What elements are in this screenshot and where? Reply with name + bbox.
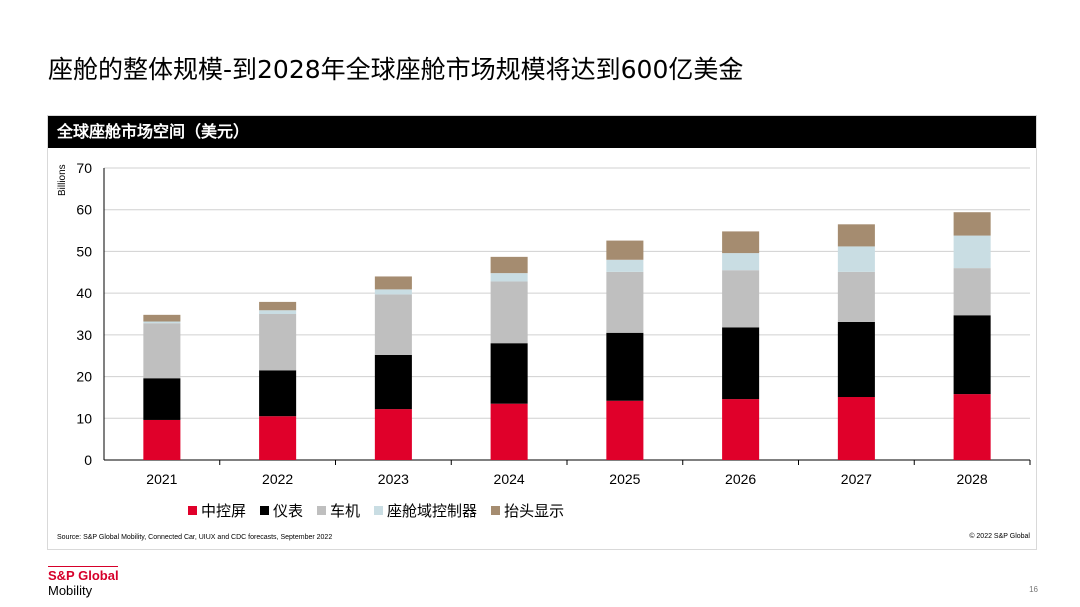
bar-segment [374,289,412,295]
gridlines [104,167,1030,461]
bar-segment [837,397,875,460]
legend-item: 中控屏 [188,500,246,521]
bar-segment [490,273,528,282]
bar-segment [490,256,528,274]
y-axis-title: Billions [57,164,68,196]
bar-segment [143,419,181,460]
bar-segment [837,321,875,398]
bar-segment [837,246,875,272]
legend-swatch [317,506,327,515]
legend-label: 抬头显示 [504,502,565,520]
y-tick-label: 10 [76,410,92,426]
bar-segment [259,310,297,314]
x-tick-label: 2022 [262,471,293,487]
bar-segment [374,276,412,290]
logo-rule [48,566,118,567]
bar-segment [953,235,991,269]
stacked-bar-chart: 0 10 20 30 40 50 60 70 Billions 2021 2022 2023 2024 2… [57,160,1031,487]
slide-title: 座舱的整体规模-到2028年全球座舱市场规模将达到600亿美金 [48,55,744,84]
bar-segment [490,281,528,344]
logo-text-division: Mobility [48,583,93,598]
bar-segment [374,294,412,355]
legend-label: 座舱域控制器 [387,502,478,520]
panel-title: 全球座舱市场空间（美元） [48,116,1036,148]
bar-segment [722,270,760,328]
bar-segment [143,321,181,324]
bar-segment [722,231,760,254]
bar-segment [722,327,760,400]
x-tick-label: 2024 [494,471,525,487]
bar-segment [722,253,760,271]
x-tick-label: 2026 [725,471,756,487]
axes: 0 10 20 30 40 50 60 70 Billions 2021 2022 2023 2024 2… [57,160,1031,487]
y-tick-label: 40 [76,285,92,301]
x-tick-label: 2021 [146,471,177,487]
y-tick-label: 30 [76,327,92,343]
bar-segment [490,343,528,404]
legend-swatch [491,506,501,515]
bar-segment [837,224,875,247]
bar-segment [837,271,875,322]
x-tick-label: 2027 [841,471,872,487]
legend-item: 抬头显示 [491,500,564,521]
bar-segment [953,315,991,395]
bar-segment [143,314,181,322]
y-tick-label: 70 [76,160,92,176]
legend-item: 座舱域控制器 [374,500,477,521]
bar-segment [606,240,644,260]
bar-segment [606,332,644,401]
legend-item: 车机 [317,500,360,521]
legend-item: 仪表 [260,500,303,521]
x-tick-label: 2025 [609,471,640,487]
copyright-note: © 2022 S&P Global [969,533,1030,540]
bar-segment [259,370,297,417]
bar-segment [953,268,991,316]
bar-segment [143,378,181,420]
x-tick-label: 2028 [957,471,988,487]
bars [143,212,991,460]
x-tick-label: 2023 [378,471,409,487]
bar-segment [606,259,644,272]
bar-segment [606,271,644,333]
bar-segment [953,212,991,236]
legend-swatch [188,506,197,515]
bar-segment [490,403,528,460]
bar-segment [606,400,644,460]
bar-segment [259,416,297,460]
page-number: 16 [1029,585,1038,594]
bar-segment [143,323,181,379]
y-tick-label: 50 [76,243,92,259]
legend-label: 仪表 [273,502,304,520]
source-note: Source: S&P Global Mobility, Connected C… [57,534,333,541]
chart-panel: 全球座舱市场空间（美元） 0 10 20 30 40 50 60 70 Billions 2021… [47,115,1037,550]
y-tick-label: 60 [76,202,92,218]
legend: 中控屏 仪表 车机 座舱域控制器 抬头显示 [188,500,564,521]
bar-segment [259,314,297,371]
y-tick-label: 20 [76,369,92,385]
legend-label: 中控屏 [201,502,247,520]
sp-global-mobility-logo: S&P Global Mobility [48,566,119,598]
bar-segment [374,409,412,460]
logo-text-brand: S&P Global [48,568,119,583]
y-tick-label: 0 [84,452,92,468]
bar-segment [953,394,991,460]
legend-swatch [374,506,384,515]
bar-segment [722,399,760,460]
legend-swatch [260,506,270,515]
legend-label: 车机 [330,502,361,520]
bar-segment [259,301,297,311]
bar-segment [374,354,412,410]
